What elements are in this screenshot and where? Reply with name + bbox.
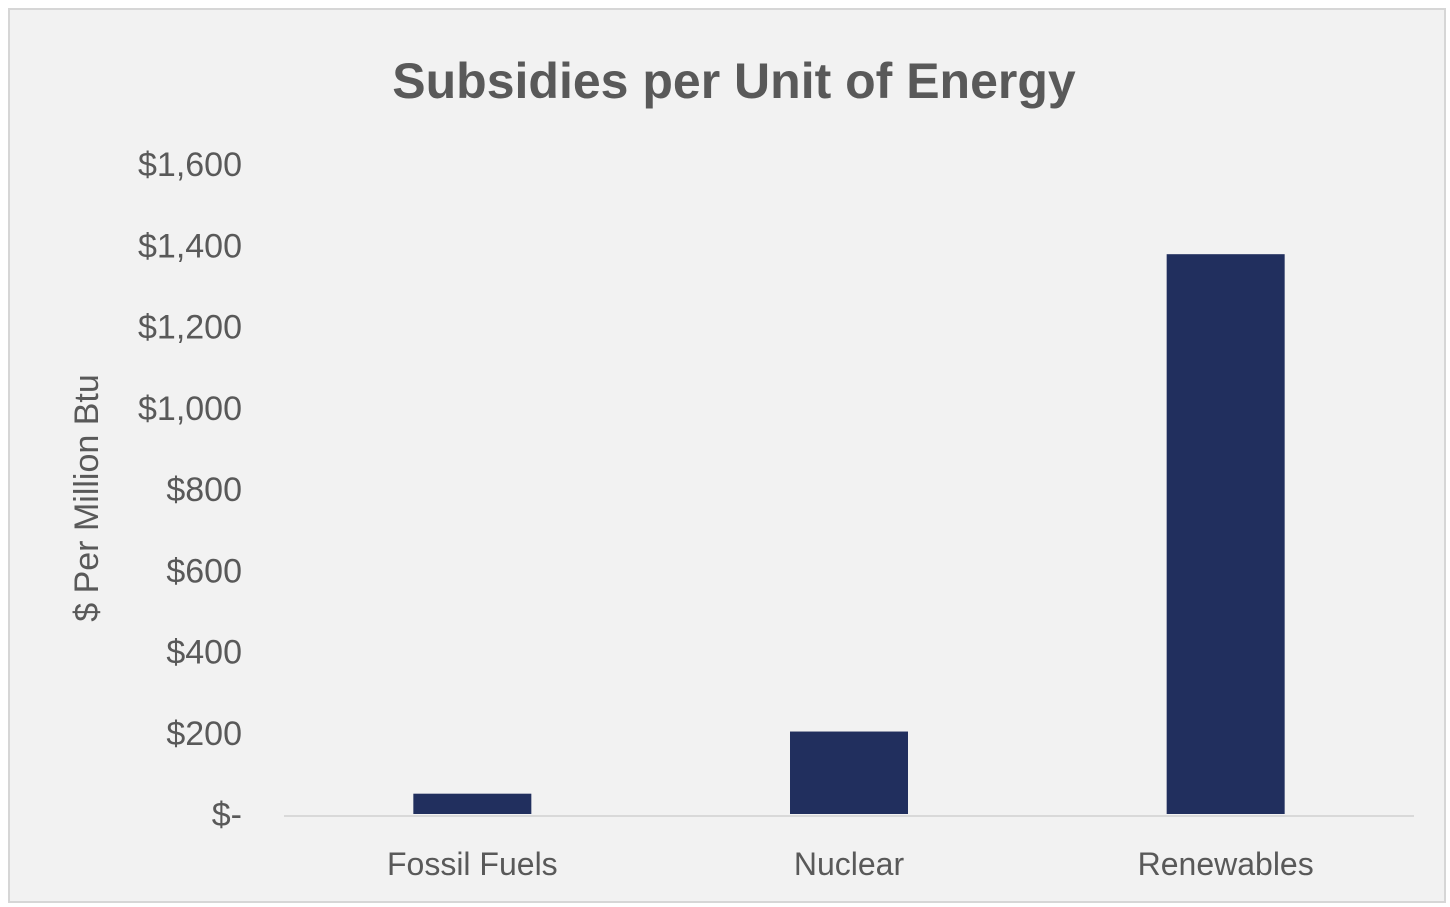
x-tick-label: Fossil Fuels <box>387 846 558 882</box>
y-tick-label: $1,400 <box>138 227 242 265</box>
y-tick-label: $1,600 <box>138 146 242 184</box>
x-axis-ticks: Fossil Fuels Nuclear Renewables <box>387 846 1314 882</box>
y-tick-label: $200 <box>166 715 242 753</box>
y-tick-label: $400 <box>166 634 242 672</box>
chart-title: Subsidies per Unit of Energy <box>392 53 1076 109</box>
bar-chart: Subsidies per Unit of Energy $ Per Milli… <box>68 53 1414 882</box>
bar-renewables <box>1166 254 1285 814</box>
y-tick-label: $- <box>212 796 242 834</box>
y-tick-label: $600 <box>166 552 242 590</box>
y-tick-label: $800 <box>166 471 242 509</box>
x-tick-label: Renewables <box>1138 846 1314 882</box>
bar-fossil-fuels <box>413 793 532 814</box>
y-axis-ticks: $- $200 $400 $600 $800 $1,000 $1,200 $1,400 $1,6… <box>138 146 242 834</box>
bar-nuclear <box>790 731 908 814</box>
bars <box>413 254 1285 814</box>
chart-frame: Subsidies per Unit of Energy $ Per Milli… <box>8 8 1446 903</box>
y-axis-title: $ Per Million Btu <box>68 374 106 622</box>
y-tick-label: $1,200 <box>138 309 242 347</box>
y-tick-label: $1,000 <box>138 390 242 428</box>
x-tick-label: Nuclear <box>794 846 905 882</box>
